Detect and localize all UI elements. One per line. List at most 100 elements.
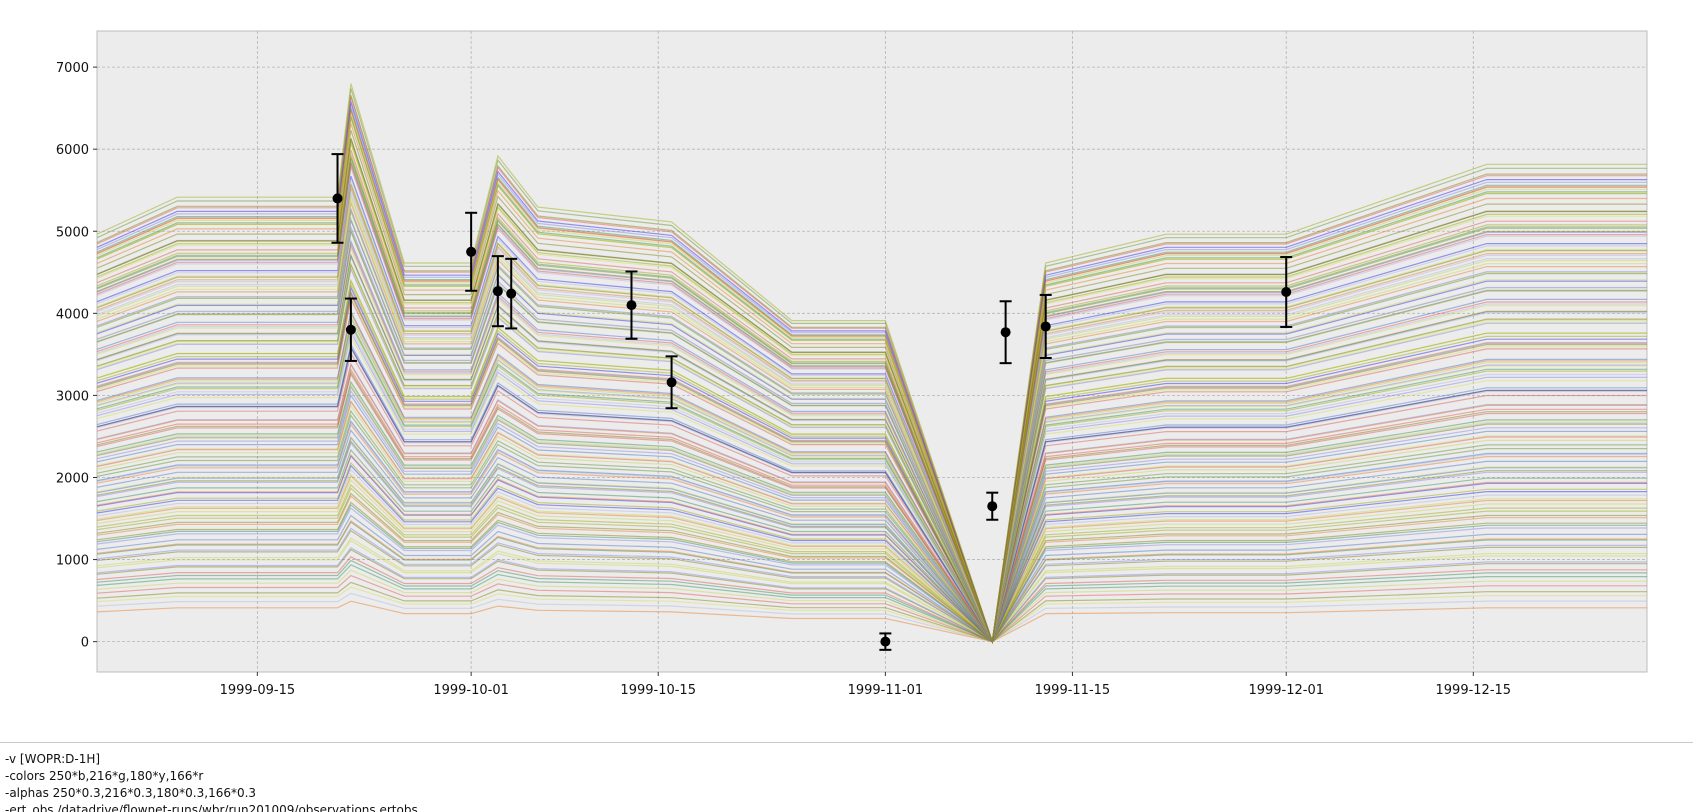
x-tick-label: 1999-10-01: [433, 683, 509, 698]
x-tick-label: 1999-11-15: [1035, 683, 1111, 698]
ensemble-line: [96, 330, 1647, 644]
ensemble-line: [96, 461, 1647, 643]
ensemble-line: [96, 225, 1647, 644]
ensemble-line: [96, 96, 1647, 642]
observation-point: [987, 501, 998, 512]
ensemble-line: [96, 372, 1647, 643]
observation-point: [506, 288, 517, 299]
ensemble-line: [96, 109, 1647, 642]
observation-point: [332, 193, 343, 204]
ensemble-line: [96, 228, 1647, 644]
command-line: -v [WOPR:D-1H]: [5, 752, 101, 766]
ensemble-line: [96, 138, 1647, 644]
ensemble-line: [96, 345, 1647, 644]
ensemble-line: [96, 464, 1647, 643]
ensemble-line: [96, 197, 1647, 644]
ensemble-line: [96, 368, 1647, 643]
ensemble-line: [96, 110, 1647, 642]
y-tick-label: 6000: [56, 143, 89, 158]
ensemble-line: [96, 581, 1647, 643]
ensemble-line: [96, 178, 1647, 644]
ensemble-line: [96, 161, 1647, 644]
ensemble-line: [96, 229, 1647, 644]
ensemble-line: [96, 421, 1647, 643]
plot-area: [96, 30, 1648, 673]
ensemble-line: [96, 520, 1647, 643]
ensemble-line: [96, 483, 1647, 643]
ensemble-line: [96, 435, 1647, 643]
ensemble-line: [96, 253, 1647, 644]
ensemble-line: [96, 187, 1647, 644]
ensemble-line: [96, 501, 1647, 643]
ensemble-line: [96, 423, 1647, 643]
ensemble-line: [96, 112, 1647, 642]
ensemble-line: [96, 414, 1647, 643]
ensemble-line: [96, 246, 1647, 644]
ensemble-line: [96, 495, 1647, 643]
ensemble-line: [96, 206, 1647, 644]
observation-point: [466, 246, 477, 257]
ensemble-line: [96, 507, 1647, 643]
ensemble-line: [96, 448, 1647, 643]
ensemble-line: [96, 117, 1647, 642]
ensemble-line: [96, 253, 1647, 644]
command-line: -alphas 250*0.3,216*0.3,180*0.3,166*0.3: [5, 786, 257, 800]
y-tick-label: 4000: [56, 307, 89, 322]
ensemble-line: [96, 569, 1647, 643]
ensemble-line: [96, 548, 1647, 643]
ensemble-line: [96, 370, 1647, 643]
ensemble-line: [96, 347, 1647, 644]
observation-point: [880, 636, 891, 647]
ensemble-line: [96, 149, 1647, 644]
ensemble-line: [96, 385, 1647, 643]
observation-point: [1000, 327, 1011, 338]
ensemble-line: [96, 193, 1647, 644]
ensemble-line: [96, 138, 1647, 644]
ensemble-line: [96, 529, 1647, 643]
ensemble-line: [96, 158, 1647, 644]
x-tick-label: 1999-12-15: [1436, 683, 1512, 698]
ensemble-line: [96, 514, 1647, 643]
ensemble-line: [96, 334, 1647, 644]
ensemble-line: [96, 200, 1647, 644]
ensemble-line: [96, 137, 1647, 644]
ensemble-line: [96, 189, 1647, 644]
ensemble-line: [96, 182, 1647, 644]
ensemble-line: [96, 441, 1647, 643]
observation-point: [1281, 286, 1292, 297]
ensemble-line: [96, 399, 1647, 643]
x-tick-label: 1999-11-01: [848, 683, 924, 698]
command-line: -ert_obs /datadrive/flownet-runs/wbr/run…: [5, 803, 418, 812]
ensemble-line: [96, 167, 1647, 644]
y-axis: 0 1000 2000 3000 4000 5000 6000 7000: [56, 61, 97, 651]
ensemble-line: [96, 225, 1647, 644]
observation-points: [331, 153, 1293, 651]
ensemble-line: [96, 537, 1647, 643]
ensemble-line: [96, 144, 1647, 644]
ensemble-line: [96, 404, 1647, 643]
observation-point: [345, 324, 356, 335]
x-tick-label: 1999-10-15: [620, 683, 696, 698]
ensemble-line: [96, 586, 1647, 643]
y-tick-label: 1000: [56, 554, 89, 569]
ensemble-line: [96, 472, 1647, 643]
ensemble-line: [96, 207, 1647, 644]
ensemble-line: [96, 184, 1647, 644]
command-panel: -v [WOPR:D-1H] -colors 250*b,216*g,180*y…: [0, 742, 1693, 812]
y-tick-label: 7000: [56, 61, 89, 76]
ensemble-line: [96, 363, 1647, 644]
x-tick-label: 1999-09-15: [220, 683, 296, 698]
ensemble-line: [96, 154, 1647, 644]
ensemble-line: [96, 492, 1647, 643]
ensemble-line: [96, 479, 1647, 643]
ensemble-line: [96, 503, 1647, 643]
ensemble-line: [96, 468, 1647, 643]
ensemble-line: [96, 527, 1647, 643]
wopr-ensemble-chart: 0 1000 2000 3000 4000 5000 6000 7000 1999-09-15…: [56, 30, 1648, 698]
ensemble-line: [96, 574, 1647, 643]
ensemble-line: [96, 216, 1647, 644]
ensemble-line: [96, 419, 1647, 643]
observation-point: [1040, 321, 1051, 332]
y-tick-label: 0: [81, 636, 89, 651]
ensemble-line: [96, 342, 1647, 644]
